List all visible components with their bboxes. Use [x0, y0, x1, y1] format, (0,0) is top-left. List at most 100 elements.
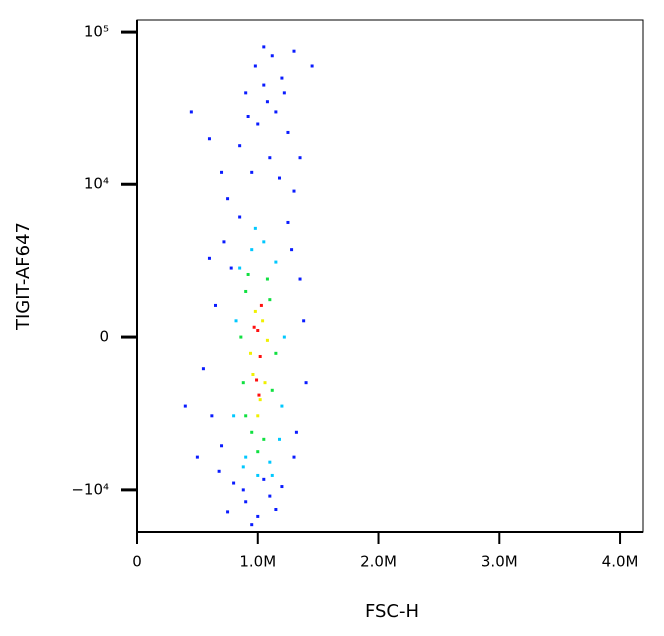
point [217, 469, 221, 473]
point [220, 444, 224, 448]
point [238, 266, 242, 270]
point [270, 54, 274, 58]
point [270, 473, 274, 477]
point [207, 137, 211, 141]
point [274, 110, 278, 114]
point [234, 319, 238, 323]
point [244, 91, 248, 95]
point [262, 83, 266, 87]
point [268, 298, 272, 302]
point [262, 240, 266, 244]
point [253, 226, 257, 230]
point [265, 338, 269, 342]
point [278, 176, 282, 180]
point [280, 404, 284, 408]
point [246, 272, 250, 276]
point [274, 260, 278, 264]
point [282, 91, 286, 95]
point [310, 64, 314, 68]
point [262, 437, 266, 441]
point [274, 508, 278, 512]
point [304, 381, 308, 385]
point [183, 404, 187, 408]
point [274, 351, 278, 355]
point [244, 455, 248, 459]
point [265, 100, 269, 104]
point [282, 335, 286, 339]
point [229, 266, 233, 270]
point [258, 398, 262, 402]
point [195, 455, 199, 459]
point [222, 240, 226, 244]
point [294, 430, 298, 434]
point [268, 156, 272, 160]
point [290, 248, 294, 252]
point [256, 122, 260, 126]
point [256, 329, 260, 333]
point [207, 256, 211, 260]
x-tick-label: 3.0M [481, 553, 518, 571]
y-axis-label: TIGIT-AF647 [13, 222, 34, 331]
point [238, 144, 242, 148]
point [249, 351, 253, 355]
point [220, 170, 224, 174]
point [250, 248, 254, 252]
point [244, 414, 248, 418]
point [265, 277, 269, 281]
x-tick-label: 0 [132, 553, 142, 571]
point [263, 381, 267, 385]
point [268, 460, 272, 464]
point [286, 220, 290, 224]
x-tick-label: 2.0M [360, 553, 397, 571]
y-tick-label: −10⁴ [71, 480, 109, 498]
point [201, 367, 205, 371]
point [298, 277, 302, 281]
point [232, 414, 236, 418]
point [244, 500, 248, 504]
x-tick-label: 1.0M [239, 553, 276, 571]
y-tick-label: 0 [99, 328, 109, 346]
point [241, 488, 245, 492]
point [252, 325, 256, 329]
point [232, 481, 236, 485]
point [253, 64, 257, 68]
point [257, 393, 261, 397]
point [261, 319, 265, 323]
point [241, 465, 245, 469]
plot-frame [136, 19, 644, 533]
point [259, 303, 263, 307]
y-tick-label: 10⁵ [84, 23, 109, 41]
point [262, 477, 266, 481]
point [250, 523, 254, 527]
point [298, 156, 302, 160]
x-axis-label: FSC-H [365, 601, 419, 622]
point [256, 473, 260, 477]
point [292, 49, 296, 53]
point [241, 381, 245, 385]
point [226, 510, 230, 514]
point [292, 455, 296, 459]
point [251, 372, 255, 376]
y-tick-label: 10⁴ [84, 175, 109, 193]
point [226, 197, 230, 201]
point [256, 414, 260, 418]
point [278, 437, 282, 441]
point [246, 114, 250, 118]
point [256, 514, 260, 518]
point [238, 215, 242, 219]
point [292, 189, 296, 193]
point [268, 494, 272, 498]
point [286, 130, 290, 134]
point [280, 76, 284, 80]
point [256, 450, 260, 454]
point [250, 170, 254, 174]
point [258, 354, 262, 358]
point [253, 309, 257, 313]
point [302, 319, 306, 323]
point [262, 45, 266, 49]
point [270, 388, 274, 392]
point [210, 414, 214, 418]
point [250, 430, 254, 434]
